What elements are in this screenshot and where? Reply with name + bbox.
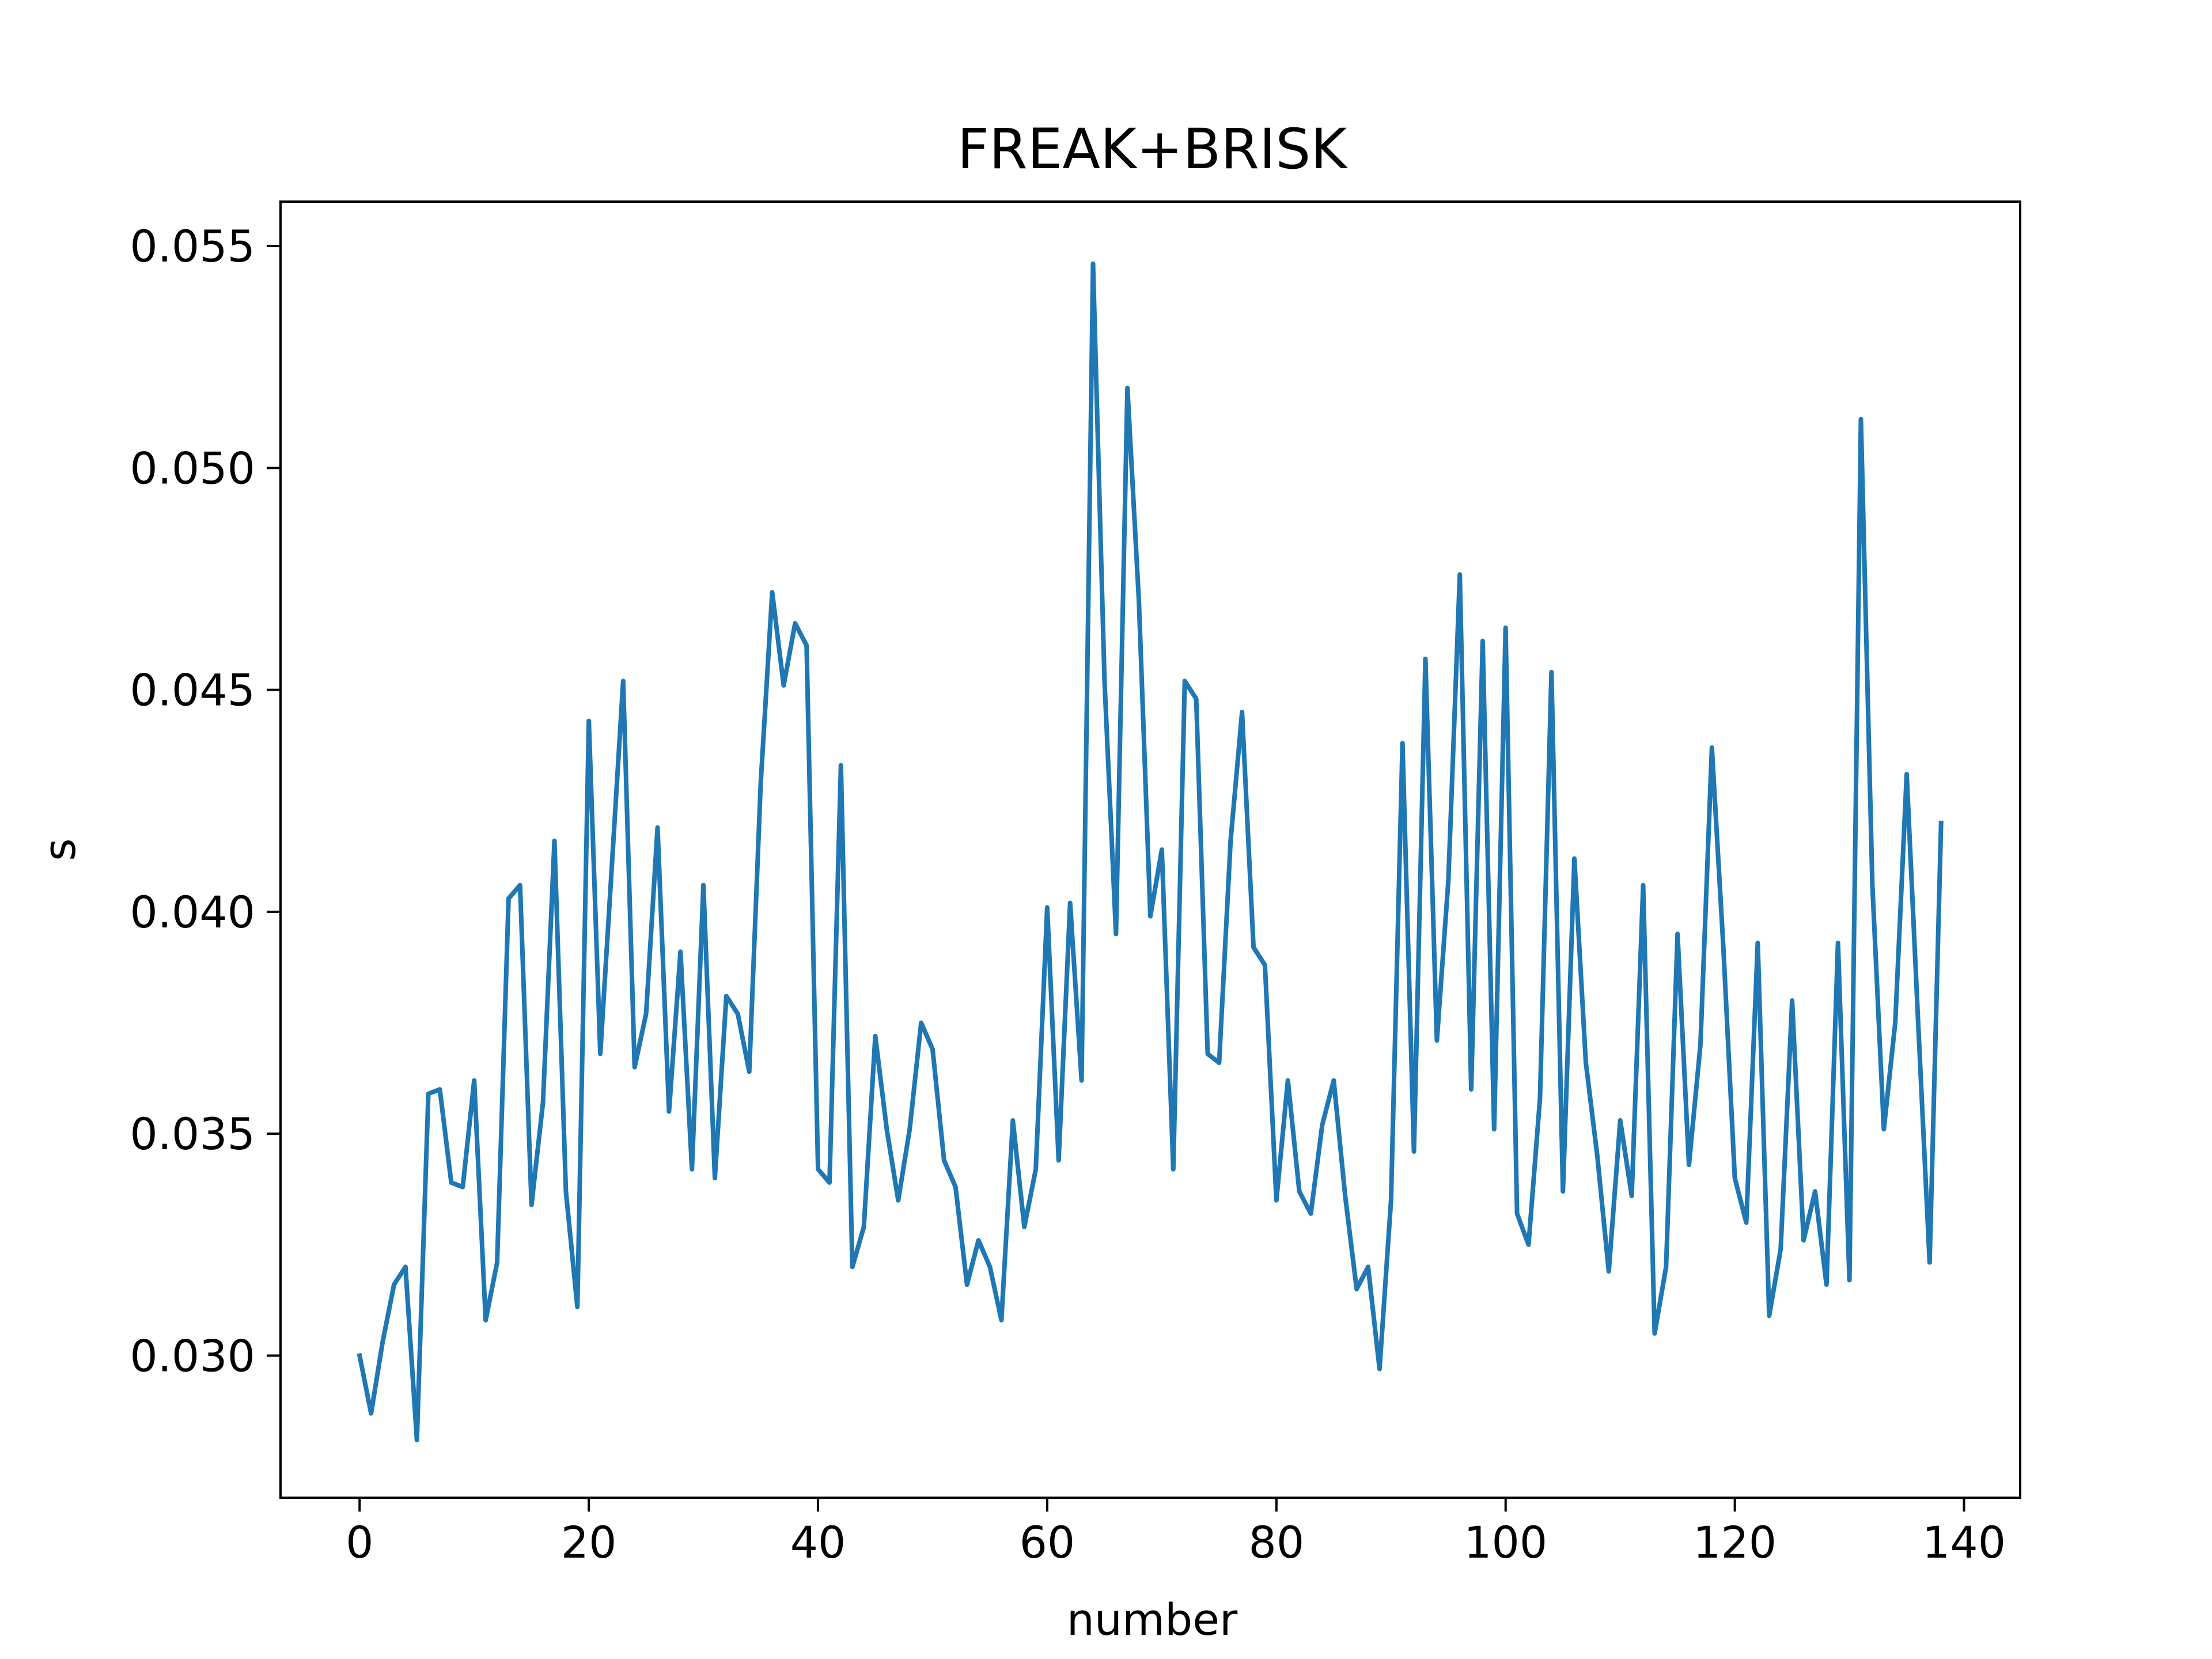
y-tick-label: 0.050 — [130, 442, 255, 494]
chart-title: FREAK+BRISK — [957, 117, 1348, 181]
x-axis-ticks: 0 20 40 60 80 100 120 140 — [346, 1498, 2006, 1568]
x-tick-label: 0 — [346, 1517, 373, 1568]
y-axis-label: s — [34, 838, 85, 861]
x-tick-label: 20 — [561, 1517, 617, 1568]
series-line — [357, 261, 1944, 1442]
axes-frame — [279, 200, 2021, 1499]
x-tick-label: 100 — [1464, 1517, 1547, 1568]
x-tick-label: 60 — [1020, 1517, 1075, 1568]
y-tick-label: 0.030 — [130, 1330, 255, 1381]
x-tick-label: 40 — [790, 1517, 846, 1568]
y-tick-label: 0.055 — [130, 221, 255, 272]
y-tick-label: 0.040 — [130, 887, 255, 938]
plot-area — [279, 200, 2021, 1499]
x-tick-label: 140 — [1922, 1517, 2006, 1568]
x-axis-label: number — [1067, 1594, 1238, 1645]
y-tick-label: 0.045 — [130, 665, 255, 716]
x-tick-label: 120 — [1693, 1517, 1777, 1568]
y-tick-label: 0.035 — [130, 1108, 255, 1160]
y-axis-ticks: 0.030 0.035 0.040 0.045 0.050 0.055 — [130, 221, 281, 1381]
x-tick-label: 80 — [1248, 1517, 1304, 1568]
